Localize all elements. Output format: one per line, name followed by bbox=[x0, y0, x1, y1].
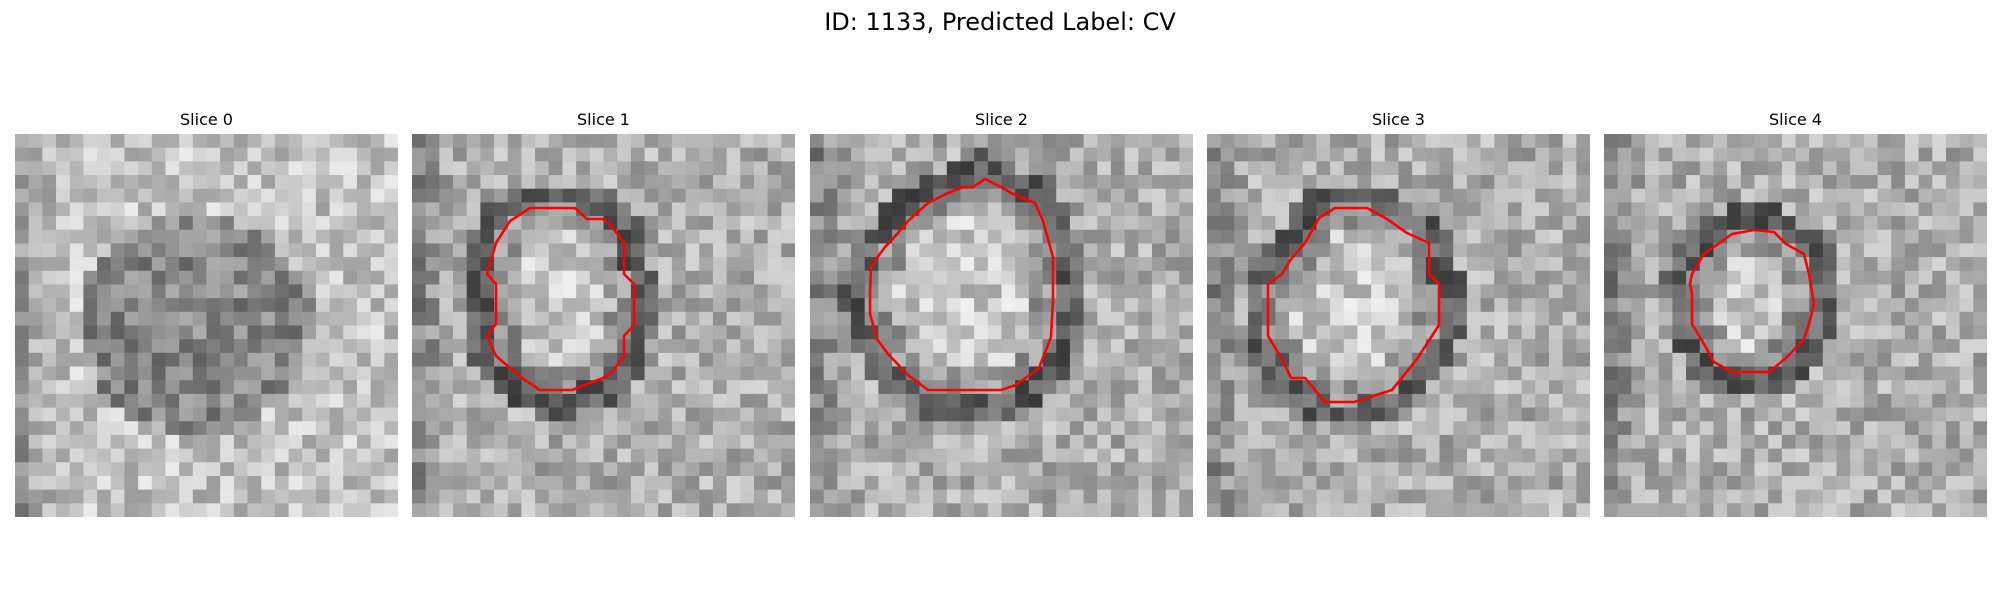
slice-title-3: Slice 3 bbox=[1372, 110, 1425, 129]
slice-panel-1: Slice 1 bbox=[412, 110, 795, 517]
slice-image-0 bbox=[15, 134, 398, 517]
slice-image-1 bbox=[412, 134, 795, 517]
slice-panel-2: Slice 2 bbox=[810, 110, 1193, 517]
slice-title-1: Slice 1 bbox=[577, 110, 630, 129]
contour-4 bbox=[1688, 228, 1816, 374]
slice-panel-4: Slice 4 bbox=[1604, 110, 1987, 517]
figure-title: ID: 1133, Predicted Label: CV bbox=[824, 8, 1176, 36]
slice-image-4 bbox=[1604, 134, 1987, 517]
slice-panel-3: Slice 3 bbox=[1207, 110, 1590, 517]
slice-title-4: Slice 4 bbox=[1769, 110, 1822, 129]
contour-1 bbox=[485, 206, 636, 392]
slice-panel-0: Slice 0 bbox=[15, 110, 398, 517]
contour-2 bbox=[868, 177, 1055, 392]
slice-title-2: Slice 2 bbox=[975, 110, 1028, 129]
slice-image-3 bbox=[1207, 134, 1590, 517]
slice-title-0: Slice 0 bbox=[180, 110, 233, 129]
slice-image-2 bbox=[810, 134, 1193, 517]
contour-3 bbox=[1266, 206, 1441, 404]
